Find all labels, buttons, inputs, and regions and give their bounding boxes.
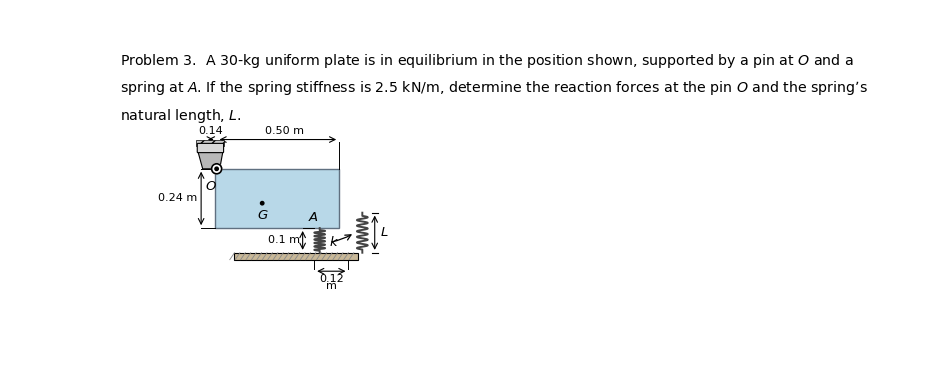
Text: A: A [309,211,318,224]
Text: Problem 3.  A 30-kg uniform plate is in equilibrium in the position shown, suppo: Problem 3. A 30-kg uniform plate is in e… [120,52,854,70]
FancyBboxPatch shape [197,143,223,153]
Circle shape [215,167,219,171]
Text: 0.12: 0.12 [319,274,344,284]
Text: m: m [326,281,337,291]
Circle shape [260,201,264,205]
Bar [215,169,339,228]
Text: 0.1 m: 0.1 m [268,236,299,245]
Text: G: G [257,209,267,222]
Text: natural length, $\it{L}$.: natural length, $\it{L}$. [120,107,242,125]
Bar [235,253,359,260]
Text: L: L [380,226,387,239]
Text: spring at $\it{A}$. If the spring stiffness is 2.5 kN/m, determine the reaction : spring at $\it{A}$. If the spring stiffn… [120,79,868,98]
Text: 0.14: 0.14 [198,126,223,136]
Text: 0.50 m: 0.50 m [265,127,304,136]
Text: 0.24 m: 0.24 m [158,193,197,203]
Polygon shape [198,152,222,169]
Text: k: k [330,236,337,249]
Text: m: m [206,141,216,151]
Text: O: O [205,180,216,193]
Bar [197,140,224,146]
Circle shape [211,164,222,174]
